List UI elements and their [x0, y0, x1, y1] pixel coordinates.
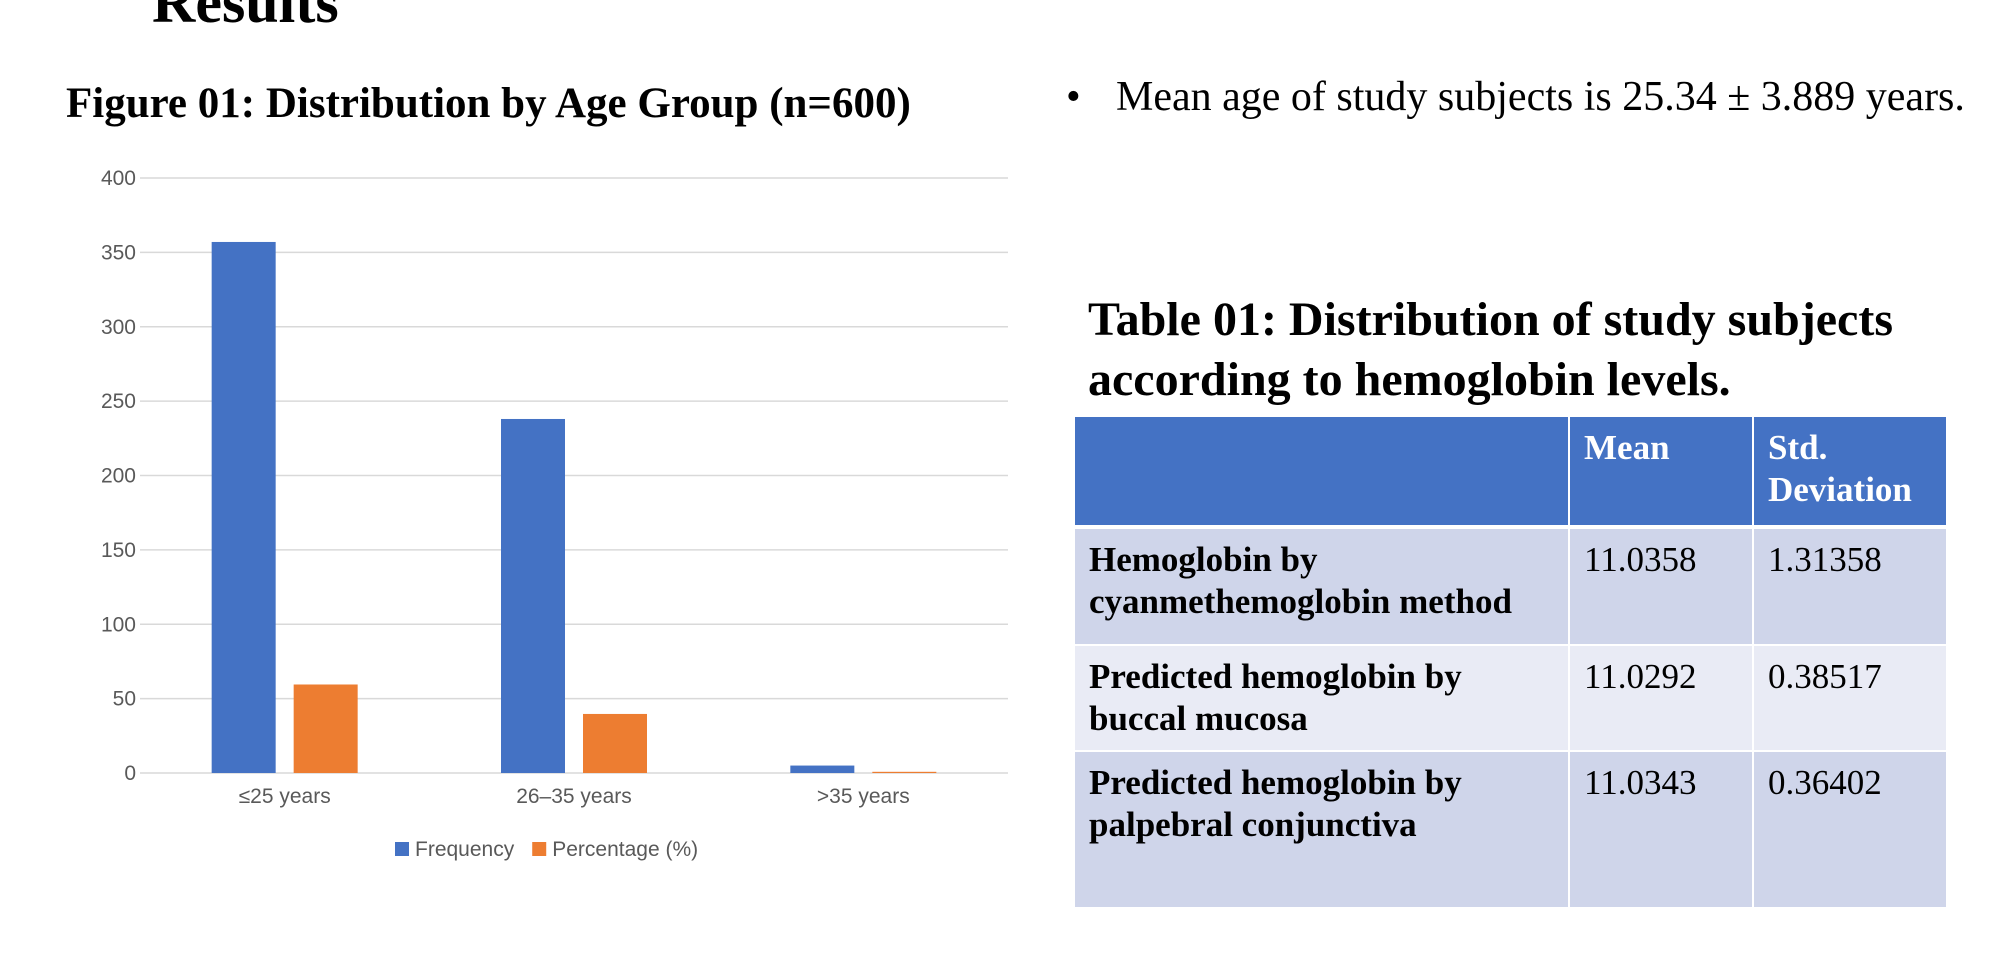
x-tick-label: 26–35 years: [516, 785, 632, 808]
y-tick-label: 400: [101, 167, 136, 190]
x-axis-ticks: ≤25 years 26–35 years >35 years: [239, 785, 910, 808]
bar-frequency: [790, 765, 855, 773]
column-header-std-deviation: Std. Deviation: [1752, 417, 1946, 529]
table-header-row: Mean Std. Deviation: [1075, 417, 1946, 529]
legend-swatch: [532, 842, 547, 856]
bars: [211, 241, 937, 773]
y-tick-label: 300: [101, 316, 136, 339]
y-tick-label: 150: [101, 539, 136, 562]
y-tick-label: 100: [101, 613, 136, 636]
y-axis-ticks: 0 50 100 150 200 250 300 350 400: [101, 167, 136, 785]
table-row: Predicted hemoglobin by buccal mucosa 11…: [1075, 645, 1946, 751]
x-tick-label: >35 years: [817, 785, 910, 808]
y-tick-label: 250: [101, 390, 136, 413]
y-tick-label: 200: [101, 465, 136, 488]
legend-label: Frequency: [415, 838, 515, 861]
bullet-point: • Mean age of study subjects is 25.34 ± …: [1066, 70, 1966, 125]
slide-title: Results: [152, 0, 339, 35]
table-row: Predicted hemoglobin by palpebral conjun…: [1075, 751, 1946, 907]
row-label: Predicted hemoglobin by buccal mucosa: [1075, 645, 1569, 751]
age-group-bar-chart: 0 50 100 150 200 250 300 350 400 ≤25 years 26–35 …: [101, 167, 1008, 861]
legend: Frequency Percentage (%): [395, 838, 698, 861]
std-deviation-cell: 0.36402: [1752, 751, 1946, 907]
legend-label: Percentage (%): [552, 838, 698, 861]
mean-cell: 11.0343: [1568, 751, 1753, 907]
row-label: Hemoglobin by cyanmethemoglobin method: [1075, 527, 1569, 645]
x-tick-label: ≤25 years: [239, 785, 331, 808]
table-row: Hemoglobin by cyanmethemoglobin method 1…: [1075, 527, 1946, 645]
row-label: Predicted hemoglobin by palpebral conjun…: [1075, 751, 1569, 907]
y-tick-label: 50: [113, 688, 136, 711]
chart-title: Figure 01: Distribution by Age Group (n=…: [66, 80, 911, 127]
bar-percentage: [872, 771, 937, 773]
std-deviation-cell: 0.38517: [1752, 645, 1946, 751]
bar-frequency: [211, 241, 276, 773]
column-header-mean: Mean: [1568, 417, 1753, 529]
y-tick-label: 0: [124, 762, 136, 785]
column-header: [1075, 417, 1569, 529]
bullet-text: Mean age of study subjects is 25.34 ± 3.…: [1116, 74, 1965, 120]
bar-percentage: [293, 684, 358, 773]
bar-percentage: [583, 713, 647, 773]
std-deviation-cell: 1.31358: [1752, 527, 1946, 645]
y-tick-label: 350: [101, 241, 136, 264]
legend-swatch: [395, 842, 409, 856]
mean-cell: 11.0292: [1568, 645, 1753, 751]
hemoglobin-table: Mean Std. Deviation Hemoglobin by cyanme…: [1075, 417, 1946, 907]
bullet-icon: •: [1066, 74, 1081, 120]
table-title: Table 01: Distribution of study subjects…: [1088, 293, 1894, 406]
gridlines: [140, 177, 1008, 774]
bar-frequency: [501, 418, 565, 773]
mean-cell: 11.0358: [1568, 527, 1753, 645]
